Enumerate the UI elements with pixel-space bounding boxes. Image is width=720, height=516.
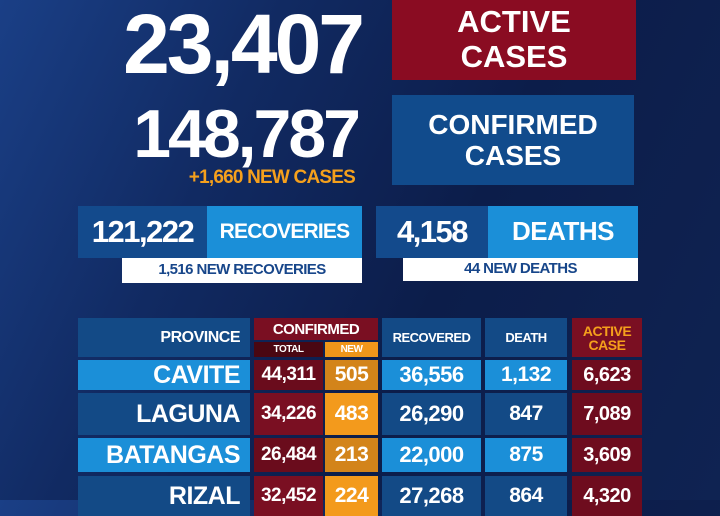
confirmed-cases-label-box: CONFIRMED CASES: [392, 95, 634, 185]
header-active-line1: ACTIVE: [582, 322, 632, 339]
cell-total: 44,311: [254, 360, 323, 390]
header-active-case: ACTIVE CASE: [572, 318, 642, 357]
cell-province: BATANGAS: [78, 438, 250, 472]
cell-new: 224: [325, 476, 378, 516]
confirmed-cases-value: 148,787: [133, 96, 361, 172]
new-cases-text: +1,660 NEW CASES: [188, 167, 356, 188]
cell-death: 1,132: [485, 360, 567, 390]
cell-total: 32,452: [254, 476, 323, 516]
cell-new: 213: [325, 438, 378, 472]
header-total: TOTAL: [254, 342, 323, 357]
active-cases-value: 23,407: [123, 0, 365, 91]
cell-death: 847: [485, 393, 567, 435]
cell-recovered: 22,000: [382, 438, 481, 472]
cell-active: 4,320: [572, 476, 642, 516]
header-active-line2: CASE: [588, 336, 626, 353]
active-label-line1: ACTIVE: [457, 4, 571, 40]
header-province: PROVINCE: [78, 318, 250, 357]
cell-recovered: 26,290: [382, 393, 481, 435]
active-label-line2: CASES: [460, 39, 568, 74]
new-deaths-text: 44 NEW DEATHS: [403, 258, 638, 281]
header-recovered: RECOVERED: [382, 318, 481, 357]
cell-death: 875: [485, 438, 567, 472]
confirmed-label-line2: CASES: [464, 140, 562, 171]
cell-recovered: 27,268: [382, 476, 481, 516]
cell-new: 483: [325, 393, 378, 435]
cell-new: 505: [325, 360, 378, 390]
new-recoveries-text: 1,516 NEW RECOVERIES: [122, 258, 362, 283]
deaths-value: 4,158: [376, 206, 488, 258]
header-death: DEATH: [485, 318, 567, 357]
cell-province: CAVITE: [78, 360, 250, 390]
cell-active: 6,623: [572, 360, 642, 390]
recoveries-label: RECOVERIES: [207, 206, 362, 258]
header-confirmed: CONFIRMED: [254, 318, 378, 340]
cell-province: LAGUNA: [78, 393, 250, 435]
cell-province: RIZAL: [78, 476, 250, 516]
cell-recovered: 36,556: [382, 360, 481, 390]
confirmed-label-line1: CONFIRMED: [428, 108, 598, 140]
active-cases-label-box: ACTIVE CASES: [392, 0, 636, 80]
cell-active: 3,609: [572, 438, 642, 472]
header-new: NEW: [325, 342, 378, 357]
deaths-label: DEATHS: [488, 206, 638, 258]
cell-death: 864: [485, 476, 567, 516]
cell-active: 7,089: [572, 393, 642, 435]
cell-total: 34,226: [254, 393, 323, 435]
cell-total: 26,484: [254, 438, 323, 472]
recoveries-value: 121,222: [78, 206, 207, 258]
